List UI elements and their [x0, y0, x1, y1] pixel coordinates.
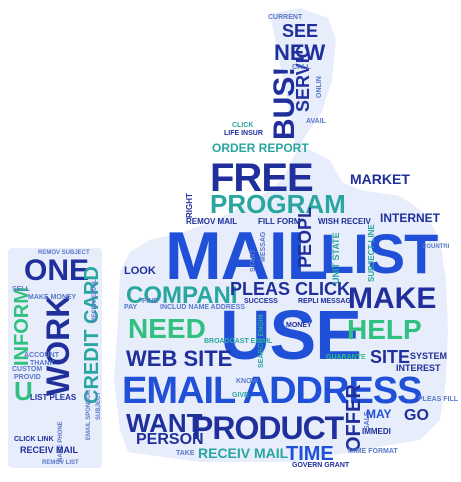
word-money: MONEY	[286, 322, 312, 329]
word-see: SEE	[282, 21, 319, 41]
word-broadcast-email: BROADCAST EMAIL	[204, 338, 273, 345]
word-servic: SERVIC	[293, 45, 313, 112]
word-subject: SUBJECT	[96, 391, 102, 420]
word-messag: MESSAG	[260, 231, 267, 262]
word-know: KNOW	[236, 378, 259, 385]
word-one: ONE	[24, 254, 90, 287]
word-market: MARKET	[350, 171, 410, 187]
word-receiv-email: RECEIV EMAIL	[92, 279, 98, 322]
word-sale: SALE	[364, 411, 371, 430]
word-make-money: MAKE MONEY	[28, 294, 77, 301]
word-fill-form: FILL FORM	[258, 217, 301, 226]
word-make: MAKE	[348, 282, 437, 315]
word-life-insur: LIFE INSUR	[224, 130, 263, 137]
word-unit-state: UNIT STATE	[331, 232, 341, 284]
word-pleas-fill: PLEAS FILL	[418, 396, 459, 403]
word-includ-name-address: INCLUD NAME ADDRESS	[160, 304, 245, 311]
word-remov-mail: REMOV MAIL	[186, 217, 238, 226]
word-order-report: ORDER REPORT	[212, 141, 309, 155]
word-may: MAY	[366, 407, 392, 421]
word-wish-receiv: WISH RECEIV	[318, 217, 371, 226]
word-name-phone: NAME PHONE	[58, 421, 64, 462]
word-account: ACCOUNT	[24, 352, 59, 359]
word-system: SYSTEM	[410, 351, 448, 361]
word-list: LIST	[320, 222, 438, 285]
word-help: HELP	[347, 314, 422, 345]
word-interest: INTEREST	[396, 363, 441, 373]
word-receiv-mail-cuff: RECEIV MAIL	[20, 445, 79, 455]
cuff-shape	[8, 248, 102, 468]
word-onlin: ONLIN	[316, 76, 323, 98]
word-search-engin: SEARCH ENGIN	[258, 314, 265, 368]
word-offer: OFFER	[343, 384, 365, 452]
word-free: FREE	[210, 156, 314, 200]
word-mime-format: MIME FORMAT	[348, 448, 398, 455]
word-u: U	[14, 376, 33, 406]
word-right: RIGHT	[185, 193, 194, 218]
word-email-sponsor: EMAIL SPONSOR	[86, 389, 92, 440]
word-click-link: CLICK LINK	[14, 436, 54, 443]
word-time: TIME	[286, 443, 334, 465]
word-new: NEW	[274, 40, 326, 65]
word-go: GO	[404, 407, 429, 424]
word-current: CURRENT	[268, 14, 303, 21]
word-sell: SELL	[12, 286, 30, 293]
word-email-address: EMAIL ADDRESS	[122, 370, 422, 412]
word-thank: THANK	[30, 360, 55, 367]
word-countri: COUNTRI	[422, 244, 450, 250]
word-start: START	[250, 249, 257, 272]
word-person: PERSON	[136, 431, 204, 448]
word-remov-list: REMOV LIST	[42, 460, 79, 466]
word-site: SITE	[370, 347, 411, 367]
word-remov-subject: REMOV SUBJECT	[38, 250, 90, 256]
word-need: NEED	[128, 313, 206, 344]
word-pleas-click: PLEAS CLICK	[230, 279, 351, 299]
word-give: GIVE	[232, 392, 249, 399]
word-provid: PROVID	[14, 374, 41, 381]
word-internet: INTERNET	[380, 211, 440, 225]
word-click: CLICK	[232, 122, 254, 129]
word-immedi: IMMEDI	[362, 427, 391, 436]
word-govern-grant: GOVERN GRANT	[292, 462, 350, 469]
word-repli-messag: REPLI MESSAG	[298, 298, 351, 305]
word-work: WORK	[40, 294, 76, 396]
word-program: PROGRAM	[210, 189, 346, 219]
hand-shape	[114, 8, 448, 462]
word-want: WANT	[126, 408, 203, 438]
word-find: FIND	[142, 298, 159, 305]
word-avail: AVAIL	[306, 118, 326, 125]
word-product: PRODUCT	[192, 410, 344, 446]
word-mail: MAIL	[165, 218, 328, 294]
word-subject-line: SUBJECT LINE	[367, 224, 376, 282]
word-pay: PAY	[124, 304, 138, 311]
word-success: SUCCESS	[244, 298, 278, 305]
word-look: LOOK	[124, 265, 156, 277]
word-guarante: GUARANTE	[326, 354, 366, 361]
word-receiv-mail: RECEIV MAIL	[198, 445, 289, 461]
word-take: TAKE	[176, 450, 195, 457]
word-call: CALL	[292, 64, 311, 71]
word-custom: CUSTOM	[12, 366, 43, 373]
word-list-pleas: LIST PLEAS	[30, 393, 77, 402]
word-compani: COMPANI	[126, 282, 238, 309]
word-use: USE	[220, 296, 362, 374]
word-web-site: WEB SITE	[126, 346, 233, 371]
